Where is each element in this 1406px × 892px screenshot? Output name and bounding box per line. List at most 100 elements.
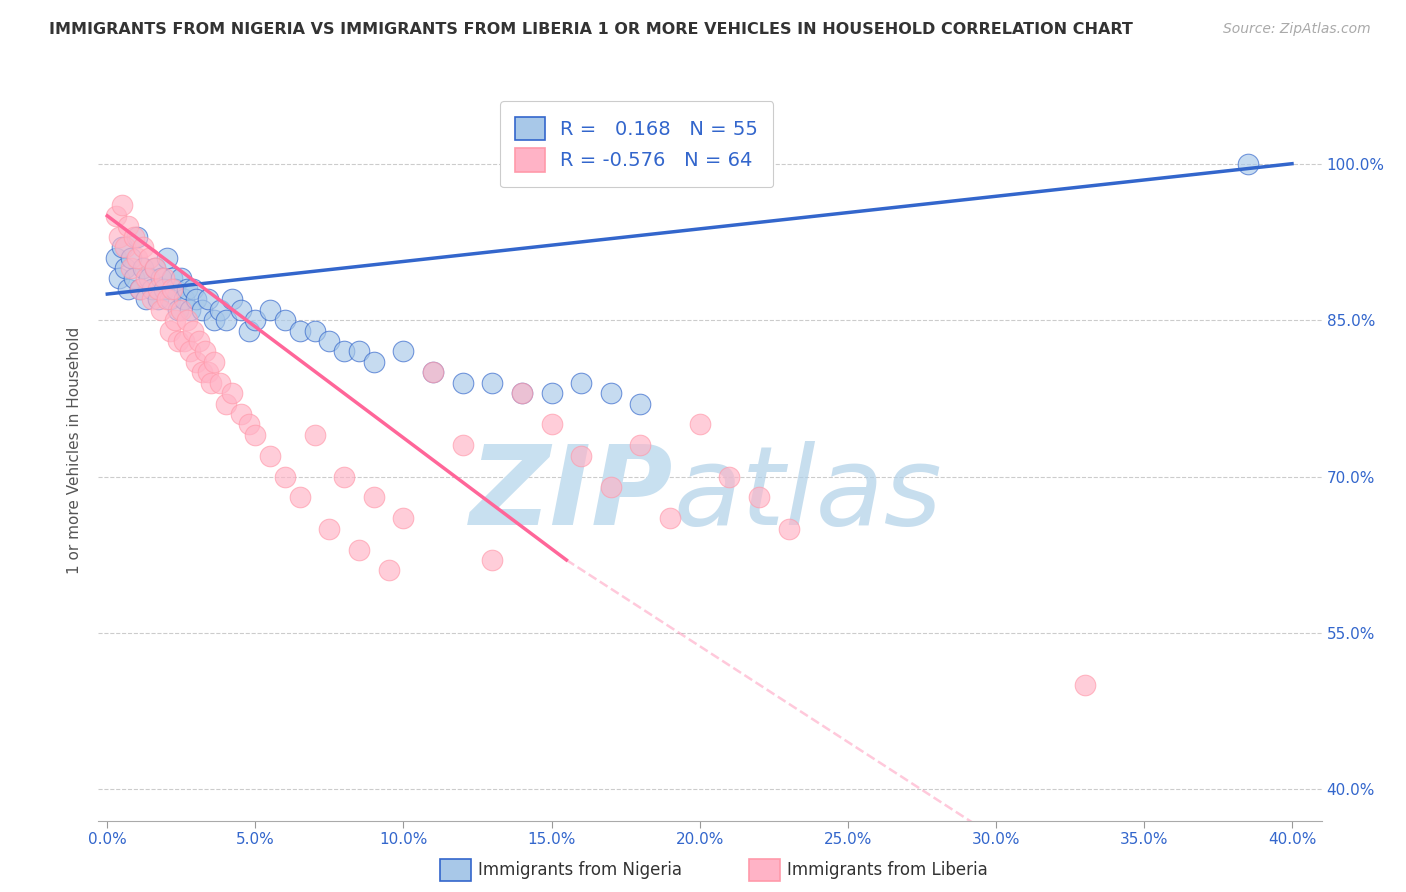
Point [181, 282, 204, 296]
Point [481, 553, 503, 567]
Point [165, 313, 187, 327]
Point [143, 260, 166, 275]
Point [135, 292, 157, 306]
Point [599, 480, 621, 494]
Point [159, 324, 181, 338]
Text: IMMIGRANTS FROM NIGERIA VS IMMIGRANTS FROM LIBERIA 1 OR MORE VEHICLES IN HOUSEHO: IMMIGRANTS FROM NIGERIA VS IMMIGRANTS FR… [49, 22, 1133, 37]
Point [392, 344, 415, 359]
Text: Immigrants from Liberia: Immigrants from Liberia [787, 861, 988, 879]
Point [318, 334, 340, 348]
Point [105, 209, 128, 223]
Point [628, 396, 651, 410]
Point [191, 365, 214, 379]
Point [179, 344, 201, 359]
Point [510, 386, 533, 401]
Text: Immigrants from Nigeria: Immigrants from Nigeria [478, 861, 682, 879]
Point [221, 292, 243, 306]
Point [122, 271, 145, 285]
Point [141, 282, 163, 296]
Point [229, 407, 252, 421]
Point [155, 251, 177, 265]
Point [333, 344, 356, 359]
Point [167, 334, 190, 348]
Point [120, 251, 142, 265]
Text: atlas: atlas [673, 442, 942, 549]
Point [173, 334, 195, 348]
Point [114, 260, 136, 275]
Point [122, 229, 145, 244]
Point [197, 292, 219, 306]
Point [748, 491, 770, 505]
Point [288, 324, 311, 338]
Point [197, 365, 219, 379]
Point [170, 271, 193, 285]
Point [173, 292, 195, 306]
Y-axis label: 1 or more Vehicles in Household: 1 or more Vehicles in Household [67, 326, 83, 574]
Text: ZIP: ZIP [470, 442, 673, 549]
Point [128, 282, 150, 296]
Point [215, 396, 238, 410]
Point [179, 302, 201, 317]
Point [117, 219, 139, 234]
Point [191, 302, 214, 317]
Point [778, 522, 800, 536]
Point [689, 417, 711, 432]
Point [1236, 157, 1258, 171]
Point [628, 438, 651, 452]
Point [167, 302, 190, 317]
Point [1073, 678, 1095, 692]
Point [162, 271, 184, 285]
Text: Source: ZipAtlas.com: Source: ZipAtlas.com [1223, 22, 1371, 37]
Legend: R =   0.168   N = 55, R = -0.576   N = 64: R = 0.168 N = 55, R = -0.576 N = 64 [499, 101, 773, 187]
Point [363, 491, 385, 505]
Point [259, 449, 281, 463]
Point [149, 271, 172, 285]
Point [718, 469, 741, 483]
Point [569, 449, 592, 463]
Point [510, 386, 533, 401]
Point [347, 542, 370, 557]
Point [186, 292, 208, 306]
Point [274, 313, 297, 327]
Point [238, 417, 260, 432]
Point [245, 313, 267, 327]
Point [208, 376, 231, 390]
Point [221, 386, 243, 401]
Point [111, 240, 134, 254]
Point [146, 292, 169, 306]
Point [108, 271, 131, 285]
Point [259, 302, 281, 317]
Point [422, 365, 444, 379]
Point [347, 344, 370, 359]
Point [108, 229, 131, 244]
Point [540, 386, 562, 401]
Point [120, 260, 142, 275]
Point [194, 344, 217, 359]
Point [304, 324, 326, 338]
Point [149, 302, 172, 317]
Point [333, 469, 356, 483]
Point [659, 511, 682, 525]
Point [215, 313, 238, 327]
Point [238, 324, 260, 338]
Point [451, 438, 474, 452]
Point [111, 198, 134, 212]
Point [599, 386, 621, 401]
Point [152, 271, 174, 285]
Point [170, 302, 193, 317]
Point [128, 282, 150, 296]
Point [165, 282, 187, 296]
Point [245, 427, 267, 442]
Point [132, 260, 155, 275]
Point [377, 563, 399, 577]
Point [155, 292, 177, 306]
Point [125, 251, 148, 265]
Point [229, 302, 252, 317]
Point [143, 260, 166, 275]
Point [152, 282, 174, 296]
Point [288, 491, 311, 505]
Point [114, 240, 136, 254]
Point [540, 417, 562, 432]
Point [181, 324, 204, 338]
Point [138, 271, 160, 285]
